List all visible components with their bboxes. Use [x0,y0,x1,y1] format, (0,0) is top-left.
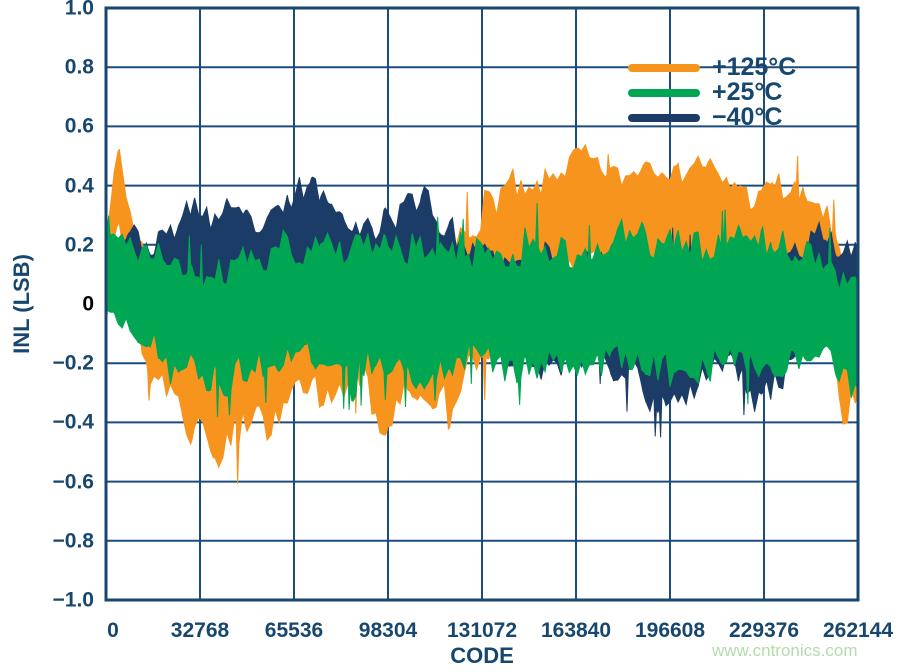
x-tick-label: 0 [107,619,119,642]
y-tick-label: 0 [82,292,94,316]
legend-swatch-p25 [628,88,700,97]
y-tick-label: −0.2 [52,351,94,375]
y-tick-label: −0.8 [52,529,94,553]
legend-label-p125: +125°C [712,53,797,81]
watermark-link[interactable]: www.cntronics.com [712,641,858,660]
legend-label-p25: +25°C [712,78,783,106]
x-tick-label: 196608 [634,619,706,642]
y-tick-label: 0.2 [64,233,94,257]
y-tick-label: 0.6 [64,114,94,138]
legend: +125°C +25°C −40°C [628,55,796,130]
y-tick-label: −0.4 [52,410,94,434]
legend-item-p125: +125°C [628,55,796,80]
x-axis-title: CODE [450,643,514,668]
y-tick-label: −0.6 [52,470,94,494]
x-tick-label: 262144 [822,619,894,642]
legend-label-m40: −40°C [712,103,783,131]
plot-frame [104,6,860,602]
legend-item-m40: −40°C [628,105,796,130]
legend-swatch-p125 [628,63,700,72]
legend-swatch-m40 [628,113,700,122]
x-tick-label: 98304 [358,619,418,642]
x-tick-label: 229376 [728,619,800,642]
x-tick-label: 131072 [446,619,518,642]
y-tick-label: −1.0 [52,588,94,612]
x-tick-label: 163840 [540,619,612,642]
y-tick-label: 1.0 [64,0,94,20]
series-area-p25 [106,203,858,418]
y-tick-label: 0.4 [64,174,94,198]
plot-area [106,143,858,484]
x-tick-label: 65536 [264,619,324,642]
y-tick-label: 0.8 [64,55,94,79]
x-tick-label: 32768 [170,619,230,642]
legend-item-p25: +25°C [628,80,796,105]
